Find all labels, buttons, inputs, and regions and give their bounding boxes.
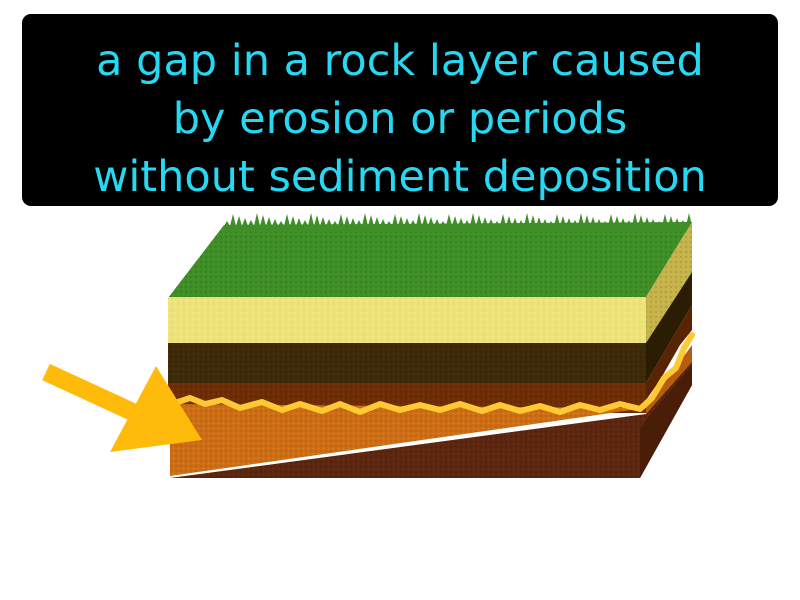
grass-layer <box>168 213 692 298</box>
definition-line-2: by erosion or periods <box>172 94 628 144</box>
definition-caption: a gap in a rock layer caused by erosion … <box>22 14 778 206</box>
definition-line-1: a gap in a rock layer caused <box>96 36 704 86</box>
pointer-arrow <box>42 363 202 452</box>
dark-soil-layer <box>168 272 692 383</box>
bedrock-layer <box>170 360 692 478</box>
orange-rock-layer <box>170 345 692 476</box>
definition-line-3: without sediment deposition <box>93 152 707 202</box>
unconformity-boundary <box>169 332 695 415</box>
sand-layer <box>168 222 692 343</box>
